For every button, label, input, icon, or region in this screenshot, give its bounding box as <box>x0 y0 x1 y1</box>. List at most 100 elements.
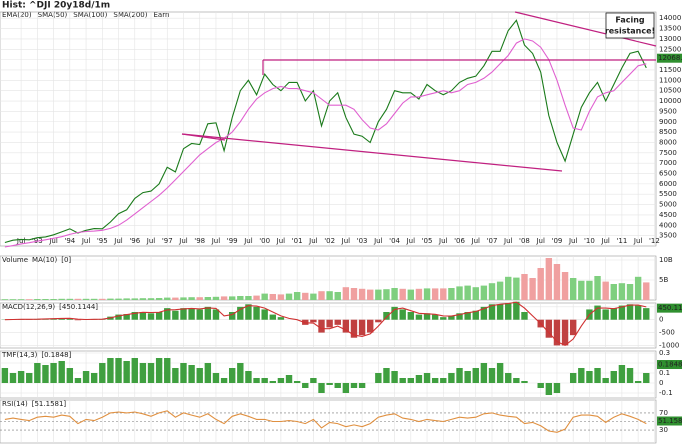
bar <box>399 288 406 300</box>
bar <box>407 289 415 300</box>
bar <box>448 288 455 300</box>
bar <box>513 277 520 300</box>
bar <box>545 258 553 300</box>
bar <box>505 373 512 383</box>
x-tick-label: '07 <box>487 237 498 245</box>
y-tick-label: 9000 <box>659 118 677 126</box>
bar <box>131 312 138 320</box>
y-tick-label: 3500 <box>659 232 677 240</box>
y-tick-label: -0.1 <box>659 389 673 397</box>
panel-label: RSI(14) <box>2 400 28 408</box>
panel-frame <box>0 399 657 444</box>
bar <box>196 368 203 383</box>
bar <box>618 305 626 320</box>
bar <box>228 312 236 320</box>
y-tick-label: 10B <box>659 256 673 264</box>
x-tick-label: '95 <box>97 237 108 245</box>
annotation: resistance! <box>605 27 655 36</box>
bar <box>58 298 65 300</box>
bar <box>358 383 366 388</box>
bar <box>228 368 236 383</box>
bar <box>285 293 293 300</box>
bar <box>448 373 455 383</box>
bar <box>302 292 309 300</box>
bar <box>147 313 155 320</box>
panel-label: [0] <box>61 256 71 264</box>
last-value-label: 450.114 <box>658 304 682 312</box>
bar <box>440 288 447 300</box>
bar <box>310 293 317 300</box>
bar <box>253 295 260 300</box>
bar <box>50 299 57 300</box>
bar <box>26 373 33 383</box>
bar <box>285 375 293 383</box>
bar <box>431 314 439 320</box>
bar <box>99 363 106 383</box>
x-tick-label: '99 <box>227 237 238 245</box>
panel-label: [0.1848] <box>41 351 71 359</box>
x-tick-label: Jul <box>81 237 91 245</box>
bar <box>553 319 561 346</box>
bar <box>496 281 504 300</box>
bar <box>180 297 187 300</box>
bar <box>237 306 244 320</box>
last-value-label: 51.1581 <box>658 417 682 425</box>
bar <box>82 298 90 300</box>
bar <box>375 289 382 300</box>
bar <box>431 378 439 383</box>
x-tick-label: Jul <box>471 237 481 245</box>
last-value-tag <box>657 416 682 426</box>
bar <box>626 304 634 320</box>
x-tick-label: '02 <box>324 237 335 245</box>
panel-label: [51.1581] <box>32 400 67 408</box>
bar <box>90 373 98 383</box>
bar <box>115 298 122 300</box>
bar <box>245 304 252 320</box>
y-tick-label: 0 <box>659 379 663 387</box>
panel-frame <box>0 350 657 399</box>
bar <box>505 276 512 300</box>
bar <box>204 306 212 320</box>
bar <box>188 297 195 300</box>
bar <box>155 298 163 300</box>
y-tick-label: 0 <box>659 316 663 324</box>
last-value-tag <box>657 303 682 313</box>
x-tick-label: Jul <box>211 237 221 245</box>
panel-frame <box>0 302 657 349</box>
bar <box>261 309 268 320</box>
bar <box>42 299 49 300</box>
bar <box>342 319 350 333</box>
bar <box>82 371 90 383</box>
bar <box>602 378 609 383</box>
bar <box>34 299 41 300</box>
bar <box>383 368 390 383</box>
bar <box>334 383 341 388</box>
bar <box>277 294 285 300</box>
bar <box>480 285 488 300</box>
bar <box>310 378 317 383</box>
x-tick-label: '01 <box>292 237 303 245</box>
x-tick-label: Jul <box>113 237 123 245</box>
bar <box>415 314 423 320</box>
bar <box>521 312 528 320</box>
bar <box>553 264 561 300</box>
bar <box>488 304 496 320</box>
last-value-label: 0.1848 <box>658 361 682 369</box>
y-tick-label: -1000 <box>659 341 679 349</box>
bar <box>66 368 74 383</box>
bar <box>569 319 577 336</box>
bar <box>399 378 406 383</box>
y-tick-label: 8000 <box>659 138 677 146</box>
bar <box>342 383 350 393</box>
y-tick-label: 5B <box>659 276 668 284</box>
x-tick-label: Jul <box>503 237 513 245</box>
y-tick-label: 6500 <box>659 170 677 178</box>
bar <box>58 361 65 383</box>
bar <box>456 368 463 383</box>
bar <box>155 312 163 320</box>
bar <box>1 299 9 300</box>
bar <box>464 285 471 300</box>
bar <box>383 312 390 320</box>
